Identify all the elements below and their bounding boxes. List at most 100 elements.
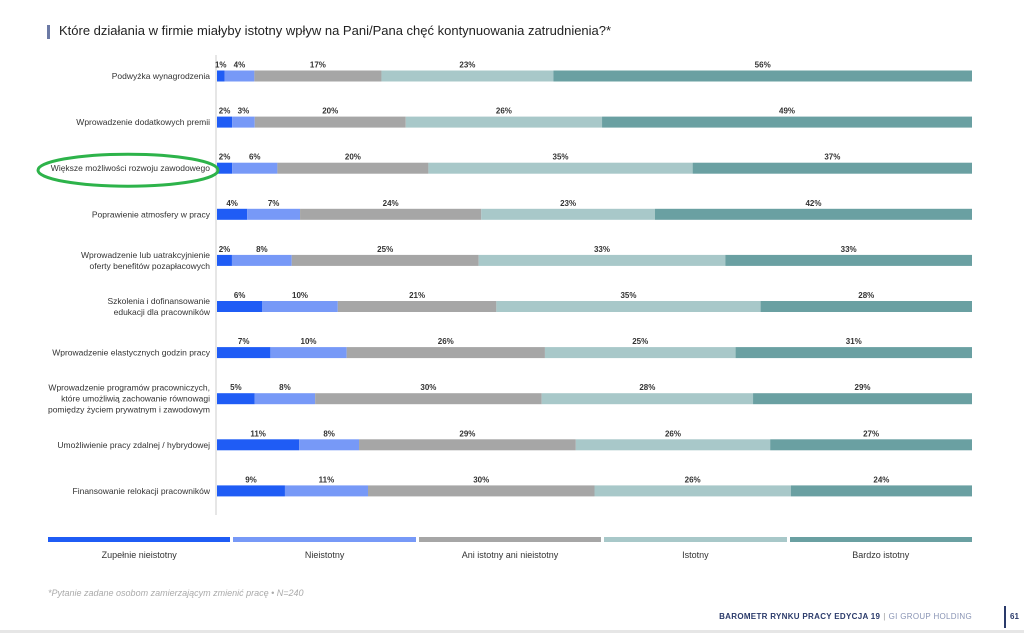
category-label: Wprowadzenie dodatkowych premii bbox=[76, 117, 210, 127]
bar-segment bbox=[299, 439, 360, 451]
bar-segment bbox=[725, 254, 972, 266]
data-label: 30% bbox=[473, 475, 489, 484]
data-label: 28% bbox=[639, 383, 655, 392]
data-label: 31% bbox=[846, 337, 862, 346]
data-label: 25% bbox=[632, 337, 648, 346]
bar-segment bbox=[428, 162, 693, 174]
data-label: 35% bbox=[553, 153, 569, 162]
bar-segment bbox=[217, 116, 233, 128]
data-label: 2% bbox=[219, 107, 231, 116]
bar-segment bbox=[692, 162, 972, 174]
data-label: 26% bbox=[496, 107, 512, 116]
bar-segment bbox=[315, 393, 542, 405]
bar-segment bbox=[735, 347, 972, 359]
data-label: 33% bbox=[841, 245, 857, 254]
category-label: Umożliwienie pracy zdalnej / hybrydowej bbox=[57, 440, 210, 450]
bar-segment bbox=[575, 439, 771, 451]
legend-label: Bardzo istotny bbox=[852, 550, 910, 560]
category-label: Finansowanie relokacji pracowników bbox=[73, 486, 211, 496]
legend-swatch bbox=[789, 537, 972, 542]
page-number: 61 bbox=[1010, 612, 1019, 621]
bar-segment bbox=[217, 162, 233, 174]
data-label: 6% bbox=[249, 153, 261, 162]
bar-segment bbox=[553, 70, 972, 82]
company-name: GI GROUP HOLDING bbox=[888, 612, 972, 621]
bar-segment bbox=[790, 485, 972, 497]
data-label: 11% bbox=[250, 429, 266, 438]
title-accent-bar bbox=[47, 25, 50, 39]
data-label: 10% bbox=[292, 291, 308, 300]
data-label: 7% bbox=[238, 337, 250, 346]
legend-swatch bbox=[418, 537, 602, 542]
category-label: Wprowadzenie lub uatrakcyjnienie bbox=[81, 250, 210, 260]
category-label: Poprawienie atmosfery w pracy bbox=[92, 209, 211, 219]
data-label: 4% bbox=[234, 61, 246, 70]
bar-segment bbox=[217, 208, 248, 220]
stacked-bar-chart: 1% 4% 17% 23% 56% Podwyżka wynagrodzenia 2% 3% 2… bbox=[36, 55, 972, 515]
data-label: 26% bbox=[665, 429, 681, 438]
data-label: 24% bbox=[873, 475, 889, 484]
bar-segment bbox=[291, 254, 479, 266]
category-label: które umożliwią zachowanie równowagi bbox=[61, 394, 210, 404]
legend-label: Nieistotny bbox=[304, 550, 345, 560]
data-label: 25% bbox=[377, 245, 393, 254]
bar-segment bbox=[300, 208, 482, 220]
data-label: 9% bbox=[245, 475, 257, 484]
bar-segment bbox=[224, 70, 255, 82]
bar-segment bbox=[262, 301, 338, 312]
bar-segment bbox=[478, 254, 726, 266]
bar-segment bbox=[254, 393, 316, 405]
bar-segment bbox=[217, 70, 225, 82]
data-label: 33% bbox=[594, 245, 610, 254]
category-label: Wprowadzenie programów pracowniczych, bbox=[48, 383, 210, 393]
data-label: 2% bbox=[219, 245, 231, 254]
footer: BAROMETR RYNKU PRACY EDYCJA 19 | GI GROUP … bbox=[719, 612, 972, 621]
category-label: oferty benefitów pozapłacowych bbox=[90, 261, 211, 271]
data-label: 29% bbox=[459, 429, 475, 438]
data-label: 30% bbox=[420, 383, 436, 392]
footer-separator: | bbox=[883, 612, 886, 621]
data-label: 49% bbox=[779, 107, 795, 116]
bar-segment bbox=[217, 347, 271, 359]
footnote: *Pytanie zadane osobom zamierzającym zmi… bbox=[48, 588, 304, 598]
legend-label: Zupełnie nieistotny bbox=[101, 550, 177, 560]
bar-segment bbox=[654, 208, 972, 220]
category-label: Podwyżka wynagrodzenia bbox=[112, 71, 211, 81]
data-label: 20% bbox=[345, 153, 361, 162]
page-number-divider bbox=[1004, 606, 1006, 628]
legend-label: Istotny bbox=[682, 550, 709, 560]
bar-segment bbox=[231, 254, 292, 266]
data-label: 26% bbox=[685, 475, 701, 484]
data-label: 35% bbox=[620, 291, 636, 300]
data-label: 42% bbox=[805, 199, 821, 208]
legend-item: Nieistotny bbox=[233, 537, 416, 560]
publication-name: BAROMETR RYNKU PRACY EDYCJA 19 bbox=[719, 612, 881, 621]
bar-segment bbox=[753, 393, 972, 405]
bar-segment bbox=[496, 301, 761, 312]
legend-swatch bbox=[48, 537, 231, 542]
category-label: Szkolenia i dofinansowanie bbox=[107, 296, 210, 306]
bar-segment bbox=[254, 116, 406, 128]
legend-item: Ani istotny ani nieistotny bbox=[418, 537, 602, 560]
bar-segment bbox=[277, 162, 429, 174]
data-label: 20% bbox=[322, 107, 338, 116]
data-label: 23% bbox=[560, 199, 576, 208]
legend-item: Bardzo istotny bbox=[789, 537, 972, 560]
bar-segment bbox=[359, 439, 576, 451]
data-label: 26% bbox=[438, 337, 454, 346]
bar-segment bbox=[254, 70, 382, 82]
bar-segment bbox=[368, 485, 595, 497]
category-label: pomiędzy życiem prywatnym i zawodowym bbox=[48, 405, 210, 415]
bar-segment bbox=[217, 301, 263, 312]
legend-swatch bbox=[604, 537, 787, 542]
data-label: 7% bbox=[268, 199, 280, 208]
highlight-ellipse bbox=[36, 152, 220, 188]
bar-segment bbox=[284, 485, 368, 497]
data-label: 8% bbox=[323, 429, 335, 438]
bar-segment bbox=[541, 393, 754, 405]
bar-segment bbox=[217, 254, 232, 266]
bottom-strip bbox=[0, 630, 1024, 633]
category-label: edukacji dla pracowników bbox=[114, 307, 211, 317]
data-label: 28% bbox=[858, 291, 874, 300]
data-label: 5% bbox=[230, 383, 242, 392]
